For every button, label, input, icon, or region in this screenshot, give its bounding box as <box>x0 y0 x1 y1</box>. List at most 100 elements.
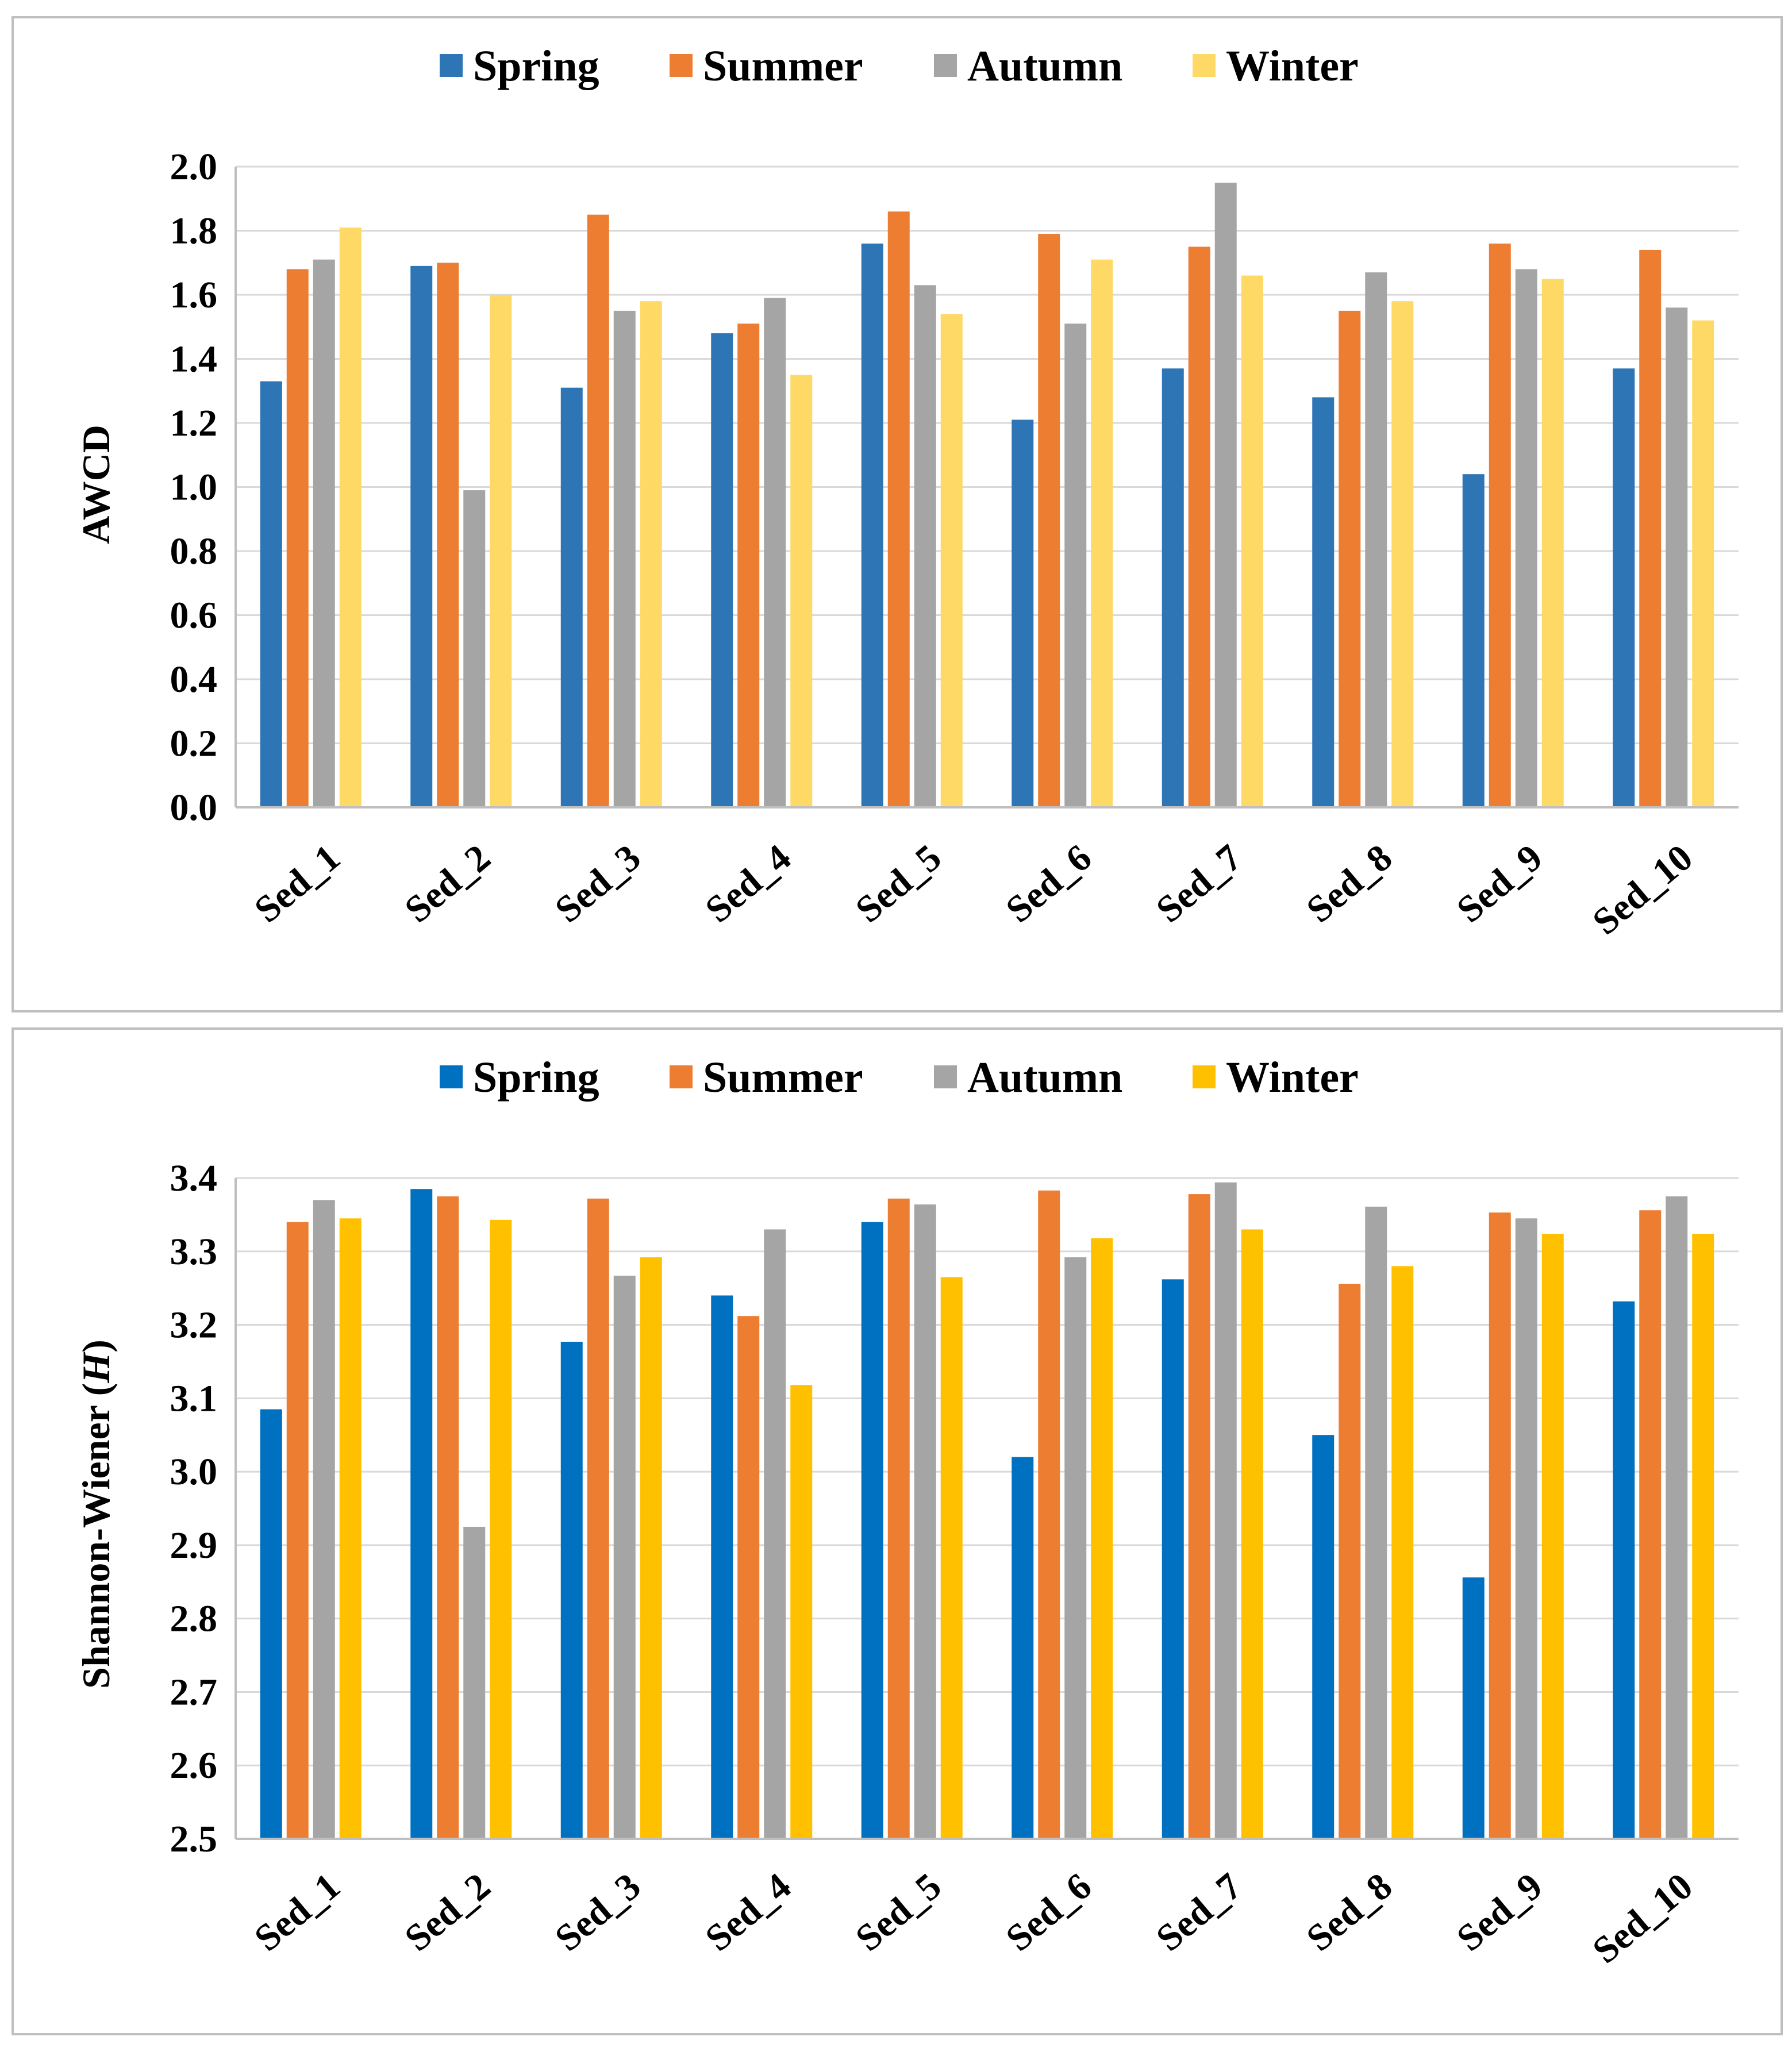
bar-spring-sed-9 <box>1462 474 1485 807</box>
bar-summer-sed-5 <box>887 1198 910 1839</box>
shannon-bars <box>260 1182 1714 1839</box>
bar-autumn-sed-3 <box>613 310 636 807</box>
bar-autumn-sed-5 <box>914 1204 936 1839</box>
bar-autumn-sed-2 <box>463 490 486 807</box>
bar-spring-sed-8 <box>1312 397 1335 807</box>
y-tick-label: 1.4 <box>170 338 218 380</box>
legend-swatch-winter <box>1193 54 1216 77</box>
awcd-legend: Spring Summer Autumn Winter <box>440 42 1359 90</box>
bar-autumn-sed-8 <box>1365 272 1387 808</box>
bar-spring-sed-10 <box>1613 368 1635 807</box>
bar-autumn-sed-6 <box>1064 1257 1087 1839</box>
bar-spring-sed-3 <box>560 387 583 807</box>
bar-winter-sed-3 <box>640 1257 662 1839</box>
shannon-y-title-italic: H <box>74 1352 118 1384</box>
y-tick-label: 0.2 <box>170 723 218 765</box>
bar-summer-sed-9 <box>1489 243 1511 807</box>
awcd-bars <box>260 182 1714 808</box>
y-tick-label: 2.5 <box>170 1818 218 1860</box>
bar-spring-sed-6 <box>1012 419 1034 807</box>
bar-summer-sed-8 <box>1339 310 1361 807</box>
shannon-y-axis-title: Shannon-Wiener (H) <box>74 1339 118 1689</box>
legend-label-summer: Summer <box>703 1053 863 1102</box>
bar-autumn-sed-1 <box>313 1200 335 1839</box>
y-tick-label: 2.8 <box>170 1598 218 1640</box>
bar-spring-sed-2 <box>410 265 433 807</box>
legend-swatch-spring <box>440 1065 463 1088</box>
y-tick-label: 3.3 <box>170 1231 218 1273</box>
bar-summer-sed-4 <box>737 324 760 807</box>
legend-swatch-autumn <box>934 54 957 77</box>
y-tick-label: 0.0 <box>170 787 218 829</box>
bar-winter-sed-6 <box>1091 1238 1113 1839</box>
bar-summer-sed-3 <box>587 1198 609 1839</box>
bar-winter-sed-1 <box>339 227 362 807</box>
legend-swatch-spring <box>440 54 463 77</box>
shannon-gridlines <box>236 1177 1739 1766</box>
awcd-y-axis-title: AWCD <box>74 425 118 544</box>
bar-winter-sed-5 <box>940 1277 963 1839</box>
y-tick-label: 2.6 <box>170 1745 218 1787</box>
bar-spring-sed-3 <box>560 1341 583 1839</box>
bar-autumn-sed-4 <box>764 298 786 807</box>
shannon-legend: Spring Summer Autumn Winter <box>440 1053 1359 1102</box>
bar-summer-sed-7 <box>1188 1194 1210 1839</box>
bar-winter-sed-7 <box>1241 1229 1263 1839</box>
legend-label-spring: Spring <box>473 1053 599 1102</box>
bar-spring-sed-1 <box>260 1409 282 1839</box>
bar-summer-sed-6 <box>1038 234 1060 807</box>
bar-winter-sed-5 <box>940 314 963 807</box>
bar-summer-sed-10 <box>1639 1210 1662 1839</box>
bar-summer-sed-10 <box>1639 249 1662 807</box>
legend-label-autumn: Autumn <box>967 1053 1122 1102</box>
bar-spring-sed-7 <box>1162 368 1184 807</box>
y-tick-label: 1.6 <box>170 274 218 316</box>
bar-autumn-sed-8 <box>1365 1206 1387 1839</box>
bar-spring-sed-9 <box>1462 1577 1485 1839</box>
bar-spring-sed-2 <box>410 1189 433 1839</box>
bar-summer-sed-7 <box>1188 247 1210 807</box>
bar-autumn-sed-7 <box>1214 182 1237 807</box>
bar-winter-sed-8 <box>1391 301 1414 807</box>
awcd-chart-panel: Spring Summer Autumn Winter 0.0 0.2 0.4 0.6 0.8… <box>11 16 1783 1013</box>
bar-summer-sed-2 <box>437 1196 459 1839</box>
bar-autumn-sed-10 <box>1666 1196 1688 1839</box>
legend-label-winter: Winter <box>1226 1053 1359 1102</box>
y-tick-label: 2.0 <box>170 146 218 188</box>
legend-swatch-winter <box>1193 1065 1216 1088</box>
bar-autumn-sed-7 <box>1214 1182 1237 1839</box>
bar-autumn-sed-3 <box>613 1275 636 1839</box>
bar-winter-sed-2 <box>490 295 512 807</box>
bar-spring-sed-4 <box>711 333 733 807</box>
bar-winter-sed-4 <box>790 375 813 807</box>
bar-spring-sed-5 <box>861 243 883 807</box>
bar-winter-sed-3 <box>640 301 662 807</box>
bar-winter-sed-10 <box>1692 1234 1714 1839</box>
bar-autumn-sed-1 <box>313 259 335 807</box>
y-tick-label: 1.8 <box>170 210 218 252</box>
bar-summer-sed-3 <box>587 214 609 807</box>
bar-winter-sed-9 <box>1541 1234 1564 1839</box>
legend-swatch-autumn <box>934 1065 957 1088</box>
bar-winter-sed-9 <box>1541 279 1564 807</box>
y-tick-label: 1.2 <box>170 402 218 444</box>
shannon-chart-panel: Spring Summer Autumn Winter 2.5 2.6 2.7 2.8 2.9… <box>11 1027 1783 2035</box>
legend-swatch-summer <box>670 54 693 77</box>
bar-autumn-sed-4 <box>764 1229 786 1839</box>
bar-spring-sed-7 <box>1162 1279 1184 1839</box>
bar-autumn-sed-5 <box>914 285 936 807</box>
y-tick-label: 2.9 <box>170 1525 218 1566</box>
bar-winter-sed-4 <box>790 1385 813 1839</box>
bar-spring-sed-4 <box>711 1295 733 1839</box>
bar-spring-sed-8 <box>1312 1435 1335 1839</box>
bar-summer-sed-5 <box>887 211 910 807</box>
bar-summer-sed-6 <box>1038 1190 1060 1839</box>
bar-autumn-sed-2 <box>463 1526 486 1839</box>
bar-autumn-sed-9 <box>1515 1218 1537 1839</box>
y-tick-label: 0.4 <box>170 659 218 700</box>
shannon-y-title-suffix: ) <box>74 1339 118 1353</box>
bar-winter-sed-10 <box>1692 320 1714 807</box>
bar-winter-sed-1 <box>339 1218 362 1839</box>
bar-winter-sed-7 <box>1241 275 1263 807</box>
